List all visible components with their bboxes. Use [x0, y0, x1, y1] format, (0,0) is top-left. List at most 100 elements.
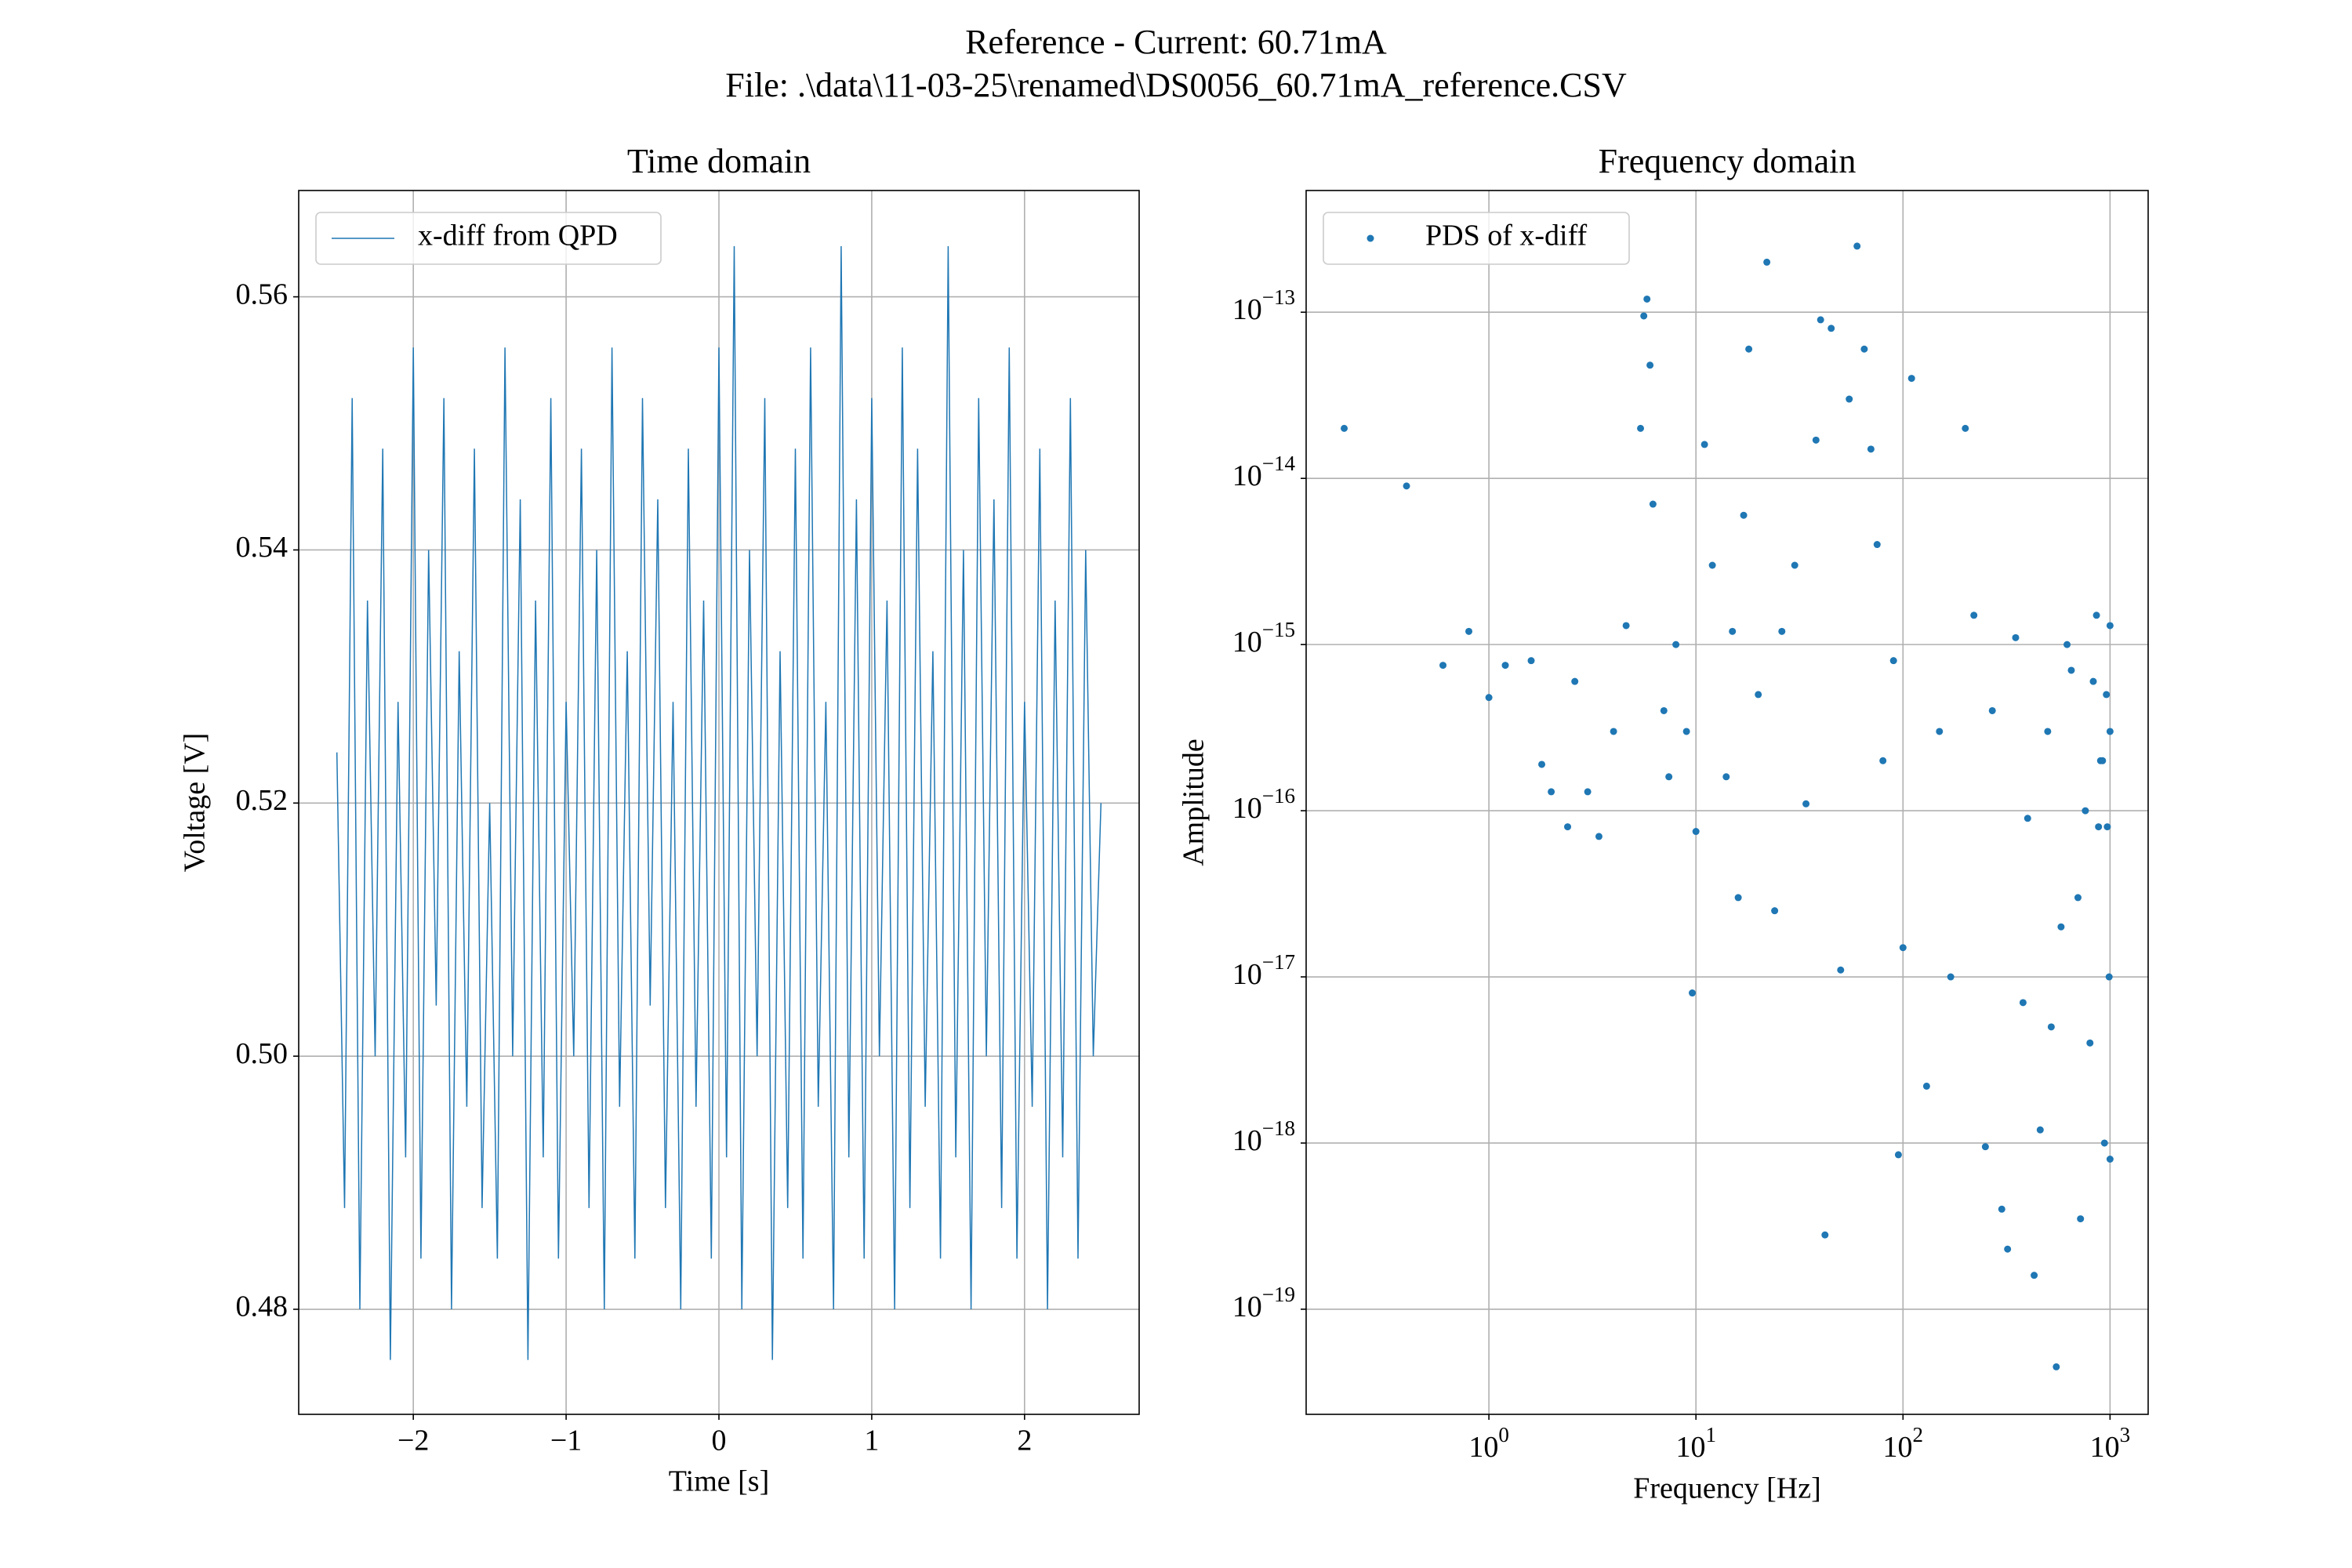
data-point	[1637, 424, 1645, 432]
suptitle: Reference - Current: 60.71mA	[965, 23, 1387, 61]
data-point	[2063, 641, 2071, 648]
legend-label: PDS of x-diff	[1425, 220, 1588, 252]
x-tick-label: 1	[864, 1425, 879, 1457]
data-point	[1763, 258, 1771, 266]
data-point	[1403, 482, 1410, 490]
data-point	[1646, 361, 1654, 369]
data-point	[2031, 1272, 2038, 1279]
data-point	[1837, 966, 1845, 974]
data-point	[2019, 999, 2027, 1007]
y-tick-label: 10−14	[1232, 452, 1296, 492]
data-point	[2103, 823, 2111, 831]
data-point	[2053, 1363, 2060, 1370]
data-point	[1853, 242, 1861, 250]
subplot-title: Time domain	[627, 142, 811, 180]
data-point	[1501, 662, 1509, 670]
data-point	[1439, 662, 1447, 670]
data-point	[1962, 424, 1969, 432]
data-point	[1894, 1151, 1902, 1159]
data-point	[2106, 1156, 2114, 1163]
x-tick-label: 103	[2090, 1423, 2131, 1464]
data-point	[2103, 691, 2111, 699]
data-point	[2099, 757, 2107, 764]
data-point	[1812, 436, 1820, 444]
data-point	[1899, 944, 1907, 952]
x-tick-label: 0	[712, 1425, 727, 1457]
y-tick-label: 10−13	[1232, 285, 1295, 326]
y-axis-label: Voltage [V]	[179, 733, 212, 873]
data-point	[1729, 627, 1737, 635]
data-point	[1660, 706, 1668, 714]
axes-frame	[1305, 190, 2149, 1415]
data-point	[1465, 627, 1473, 635]
data-point	[2077, 1215, 2085, 1223]
data-point	[1998, 1205, 2005, 1213]
y-tick-label: 10−19	[1232, 1283, 1295, 1323]
data-point	[2047, 1023, 2055, 1031]
data-point	[1740, 511, 1748, 519]
data-point	[1643, 295, 1651, 303]
subplot-title: Frequency domain	[1599, 142, 1857, 180]
data-point	[1584, 788, 1592, 796]
data-point	[1595, 833, 1602, 840]
y-tick-label: 10−15	[1232, 618, 1295, 659]
y-axis-label: Amplitude	[1178, 739, 1210, 866]
data-point	[2004, 1245, 2012, 1253]
legend-label: x-diff from QPD	[418, 220, 618, 252]
axes-frame	[298, 190, 1140, 1415]
data-point	[1791, 561, 1798, 569]
data-point	[1755, 691, 1762, 699]
data-point	[2082, 807, 2089, 815]
x-tick-label: −2	[397, 1425, 429, 1457]
legend-box	[1323, 212, 1630, 265]
y-tick-label: 0.56	[236, 278, 289, 310]
suptitle: File: .\data\11-03-25\renamed\DS0056_60.…	[725, 66, 1627, 104]
data-point	[2106, 622, 2114, 630]
x-tick-label: −1	[550, 1425, 582, 1457]
data-point	[1622, 622, 1630, 630]
data-point	[1564, 823, 1572, 831]
data-point	[2012, 633, 2020, 641]
data-point	[2086, 1039, 2094, 1047]
data-point	[2106, 728, 2114, 735]
data-point	[1860, 345, 1868, 353]
data-point	[1682, 728, 1690, 735]
x-tick-label: 102	[1883, 1423, 1924, 1464]
data-point	[2036, 1126, 2044, 1134]
data-point	[1981, 1143, 1989, 1151]
y-tick-label: 10−16	[1232, 784, 1295, 825]
x-tick-label: 2	[1017, 1425, 1032, 1457]
data-point	[1341, 424, 1348, 432]
data-point	[1936, 728, 1944, 735]
y-tick-label: 0.50	[236, 1037, 289, 1070]
data-point	[1610, 728, 1617, 735]
data-point	[1485, 694, 1493, 702]
data-point	[2044, 728, 2052, 735]
data-point	[1802, 800, 1810, 808]
data-point	[2092, 612, 2100, 619]
data-point	[1778, 627, 1786, 635]
data-point	[1700, 441, 1708, 448]
data-point	[1640, 312, 1648, 320]
data-point	[1771, 907, 1779, 915]
y-tick-label: 10−18	[1232, 1116, 1295, 1157]
data-point	[2089, 677, 2097, 685]
data-point	[1828, 325, 1835, 332]
legend-box	[315, 212, 662, 265]
data-point	[2074, 894, 2082, 902]
data-point	[2105, 973, 2113, 981]
data-point	[1538, 760, 1546, 768]
data-point	[1734, 894, 1742, 902]
data-point	[1867, 445, 1875, 453]
x-axis-label: Time [s]	[669, 1465, 769, 1498]
y-tick-label: 0.48	[236, 1290, 289, 1323]
data-point	[1708, 561, 1716, 569]
data-point	[1745, 345, 1753, 353]
data-point	[2095, 823, 2103, 831]
legend-swatch	[1367, 234, 1374, 242]
data-point	[1889, 657, 1897, 665]
data-point	[1692, 828, 1700, 836]
data-point	[2100, 1139, 2108, 1147]
y-tick-label: 0.52	[236, 784, 289, 817]
data-point	[1548, 788, 1555, 796]
